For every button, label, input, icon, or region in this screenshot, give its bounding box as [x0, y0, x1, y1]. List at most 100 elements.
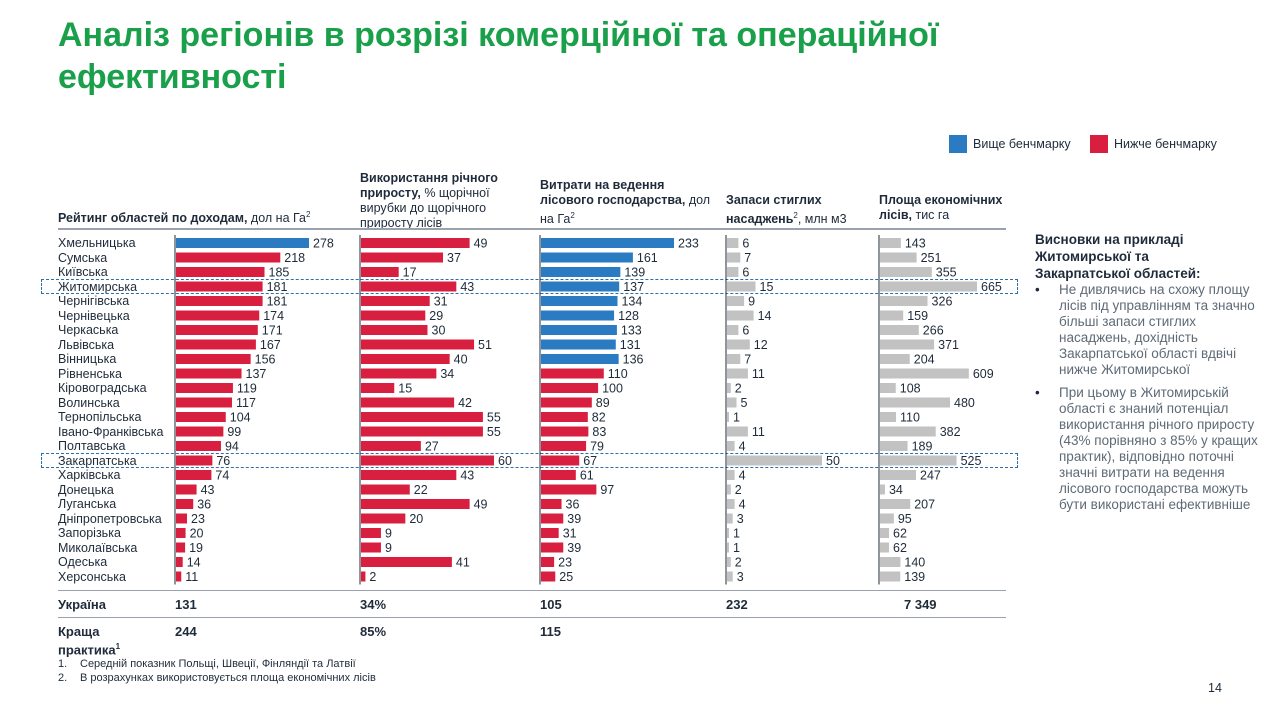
- area-bar: [880, 499, 911, 509]
- revenue-value-label: 174: [263, 309, 284, 323]
- reserves-value-label: 2: [735, 382, 742, 396]
- area-value-label: 247: [920, 469, 941, 483]
- area-bar: [880, 528, 890, 538]
- legend-below: Нижче бенчмарку: [1090, 135, 1217, 153]
- costs-bar: [541, 557, 555, 567]
- area-bar: [880, 238, 901, 248]
- usage-value-label: 17: [403, 266, 417, 280]
- column-header-usage-unit: % щорічної вирубки до щорічного приросту…: [360, 186, 490, 230]
- area-bar: [880, 557, 901, 567]
- region-label: Чернівецька: [58, 308, 130, 323]
- costs-value-label: 97: [600, 483, 614, 497]
- region-label: Черкаська: [58, 323, 119, 337]
- costs-bar: [541, 484, 597, 495]
- usage-bar: [361, 484, 410, 495]
- region-label: Львівська: [58, 337, 115, 352]
- reserves-bar: [727, 455, 822, 466]
- reserves-bar: [727, 383, 731, 393]
- area-bar: [880, 267, 932, 277]
- best-practice-label-text: Краща практика: [58, 624, 116, 658]
- reserves-value-label: 15: [760, 280, 774, 294]
- header-divider: [58, 228, 1006, 230]
- costs-value-label: 131: [620, 338, 641, 352]
- costs-value-label: 31: [563, 527, 577, 541]
- conclusion-text: Не дивлячись на схожу площу лісів під уп…: [1059, 282, 1255, 377]
- area-bar: [880, 426, 936, 437]
- costs-bar: [541, 267, 621, 277]
- reserves-bar: [727, 325, 739, 335]
- costs-bar: [541, 354, 619, 364]
- revenue-value-label: 117: [236, 396, 256, 410]
- column-header-revenue-unit: дол на Га: [247, 211, 307, 226]
- costs-value-label: 79: [590, 440, 604, 454]
- conclusions-heading: Висновки на прикладі Житомирської та Зак…: [1035, 232, 1201, 281]
- area-value-label: 371: [938, 338, 959, 352]
- region-label: Херсонська: [58, 569, 126, 584]
- revenue-bar: [176, 542, 186, 553]
- costs-bar: [541, 513, 564, 524]
- area-bar: [880, 470, 917, 480]
- reserves-value-label: 2: [735, 483, 742, 497]
- area-value-label: 189: [912, 440, 933, 454]
- revenue-bar: [176, 354, 251, 364]
- usage-bar: [361, 296, 430, 306]
- usage-bar: [361, 354, 450, 364]
- usage-value-label: 27: [425, 440, 439, 454]
- usage-bar: [361, 571, 366, 582]
- usage-value-label: 49: [474, 237, 488, 251]
- reserves-value-label: 4: [739, 469, 746, 483]
- revenue-value-label: 119: [237, 382, 257, 396]
- usage-value-label: 29: [429, 309, 443, 323]
- usage-bar: [361, 267, 399, 277]
- footnote: 2. В розрахунках використовується площа е…: [58, 671, 376, 685]
- costs-value-label: 100: [602, 382, 623, 396]
- region-label: Житомирська: [58, 279, 138, 294]
- revenue-value-label: 185: [269, 266, 290, 280]
- column-header-revenue-sup: 2: [306, 210, 311, 219]
- region-label: Кіровоградська: [58, 381, 147, 395]
- revenue-bar: [176, 339, 256, 350]
- costs-bar: [541, 441, 587, 451]
- reserves-bar: [727, 470, 735, 480]
- best-costs: 115: [540, 624, 561, 639]
- revenue-bar: [176, 513, 188, 524]
- revenue-bar: [176, 397, 232, 408]
- area-value-label: 62: [893, 541, 907, 555]
- column-header-reserves-sup: 2: [793, 211, 798, 220]
- reserves-bar: [727, 310, 754, 321]
- usage-bar: [361, 368, 437, 379]
- usage-value-label: 43: [460, 280, 474, 294]
- costs-bar: [541, 455, 580, 466]
- costs-value-label: 133: [621, 324, 642, 338]
- costs-bar: [541, 252, 633, 263]
- usage-bar: [361, 252, 444, 263]
- region-label: Миколаївська: [58, 540, 138, 555]
- usage-value-label: 49: [474, 498, 488, 512]
- conclusion-item: • При цьому в Житомирській області є зна…: [1035, 385, 1265, 513]
- area-bar: [880, 310, 904, 321]
- usage-bar: [361, 412, 483, 422]
- reserves-value-label: 6: [742, 324, 749, 338]
- area-value-label: 140: [904, 556, 925, 570]
- reserves-bar: [727, 397, 737, 408]
- reserves-value-label: 3: [737, 570, 744, 584]
- costs-bar: [541, 542, 564, 553]
- revenue-bar: [176, 426, 224, 437]
- page-number: 14: [1208, 681, 1222, 695]
- costs-bar: [541, 281, 620, 292]
- revenue-value-label: 20: [190, 527, 204, 541]
- revenue-bar: [176, 296, 263, 306]
- revenue-bar: [176, 441, 221, 451]
- best-usage: 85%: [360, 624, 387, 639]
- usage-value-label: 43: [460, 469, 474, 483]
- costs-bar: [541, 528, 559, 538]
- best-practice-label: Краща практика1: [58, 624, 158, 657]
- usage-value-label: 9: [385, 527, 392, 541]
- costs-value-label: 23: [558, 556, 572, 570]
- revenue-value-label: 167: [260, 338, 281, 352]
- costs-value-label: 134: [621, 295, 642, 309]
- area-bar: [880, 368, 969, 379]
- revenue-bar: [176, 281, 263, 292]
- footnote-text: В розрахунках використовується площа еко…: [80, 672, 376, 684]
